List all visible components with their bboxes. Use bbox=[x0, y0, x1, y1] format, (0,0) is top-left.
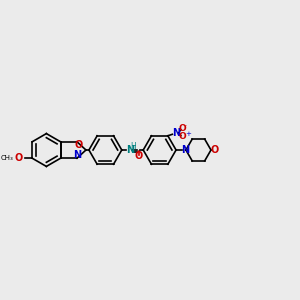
Text: O: O bbox=[74, 140, 83, 150]
Text: O: O bbox=[210, 145, 219, 155]
Text: N: N bbox=[126, 145, 134, 155]
Text: O: O bbox=[15, 153, 23, 163]
Text: CH₃: CH₃ bbox=[0, 155, 13, 161]
Text: N: N bbox=[73, 150, 81, 160]
Text: N: N bbox=[182, 145, 190, 155]
Text: O: O bbox=[179, 124, 187, 134]
Text: O: O bbox=[179, 132, 187, 141]
Text: +: + bbox=[185, 131, 191, 137]
Text: H: H bbox=[130, 142, 136, 151]
Text: N: N bbox=[172, 128, 180, 138]
Text: ⁻: ⁻ bbox=[183, 122, 187, 131]
Text: O: O bbox=[135, 151, 143, 161]
